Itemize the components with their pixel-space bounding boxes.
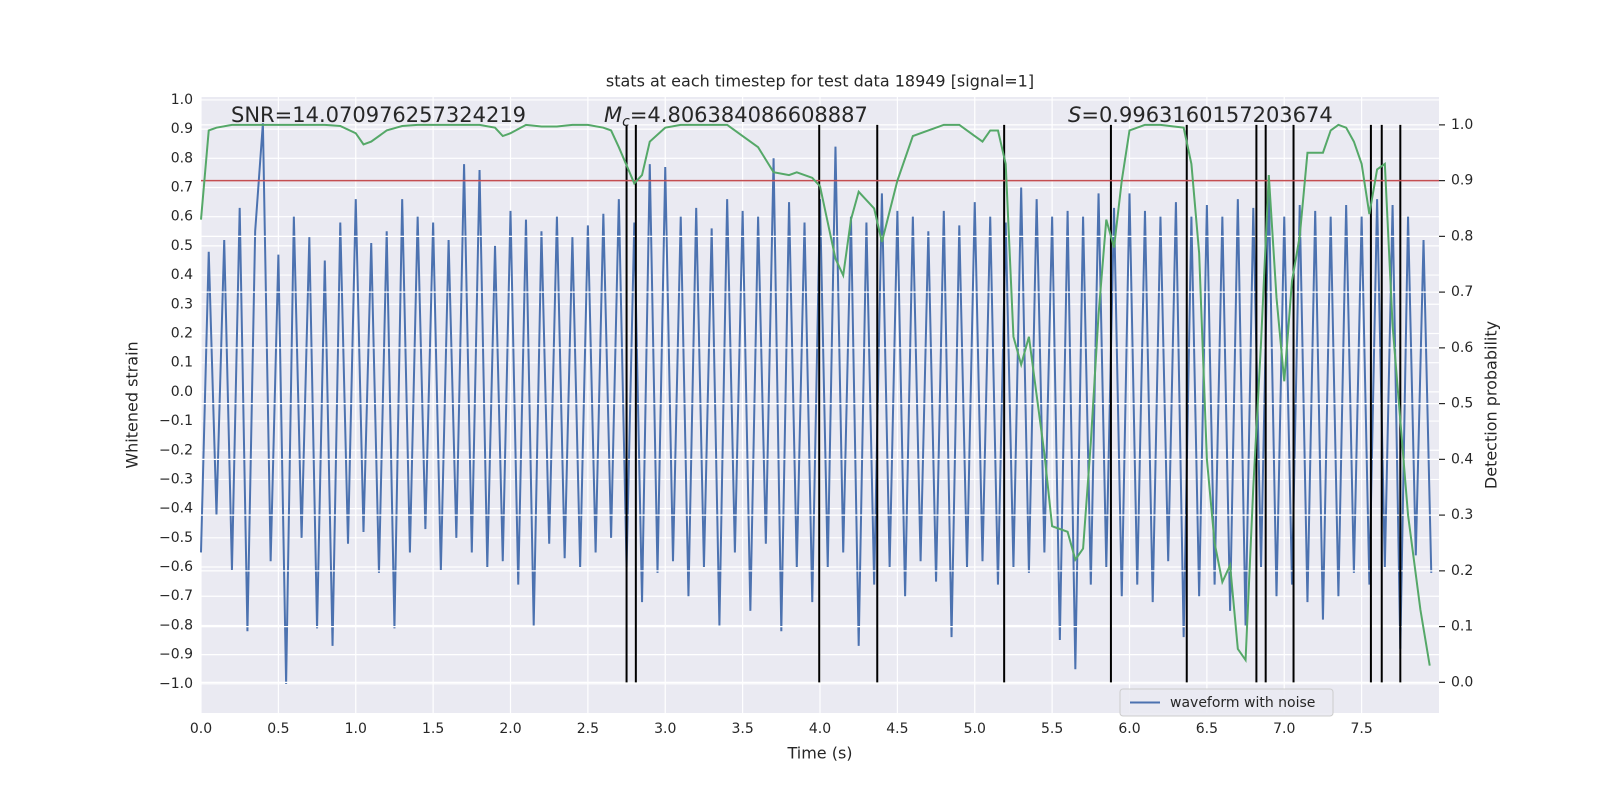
x-tick-label: 2.0 (499, 721, 521, 737)
y2-tick-label: 0.9 (1451, 173, 1473, 189)
y2-tick-label: 0.4 (1451, 451, 1473, 467)
x-tick-label: 6.5 (1196, 721, 1218, 737)
y2-tick-label: 0.2 (1451, 563, 1473, 579)
annotation: SNR=14.070976257324219 (231, 103, 526, 127)
y2-tick-label: 0.8 (1451, 228, 1473, 244)
y-tick-label: 0.5 (171, 238, 193, 254)
chart-title: stats at each timestep for test data 189… (606, 72, 1034, 91)
x-tick-label: 7.5 (1350, 721, 1372, 737)
y-tick-label: −0.2 (159, 442, 193, 458)
x-tick-label: 3.5 (731, 721, 753, 737)
y2-tick-label: 0.5 (1451, 396, 1473, 412)
x-tick-label: 2.5 (577, 721, 599, 737)
x-tick-label: 5.0 (964, 721, 986, 737)
x-tick-label: 4.0 (809, 721, 831, 737)
x-tick-label: 1.5 (422, 721, 444, 737)
x-tick-label: 1.0 (345, 721, 367, 737)
y-tick-label: −0.8 (159, 617, 193, 633)
y-tick-label: 0.1 (171, 355, 193, 371)
y-tick-label: −0.9 (159, 647, 193, 663)
y-tick-label: −1.0 (159, 676, 193, 692)
y2-tick-label: 0.7 (1451, 284, 1473, 300)
y-tick-label: 0.2 (171, 325, 193, 341)
x-tick-label: 0.0 (190, 721, 212, 737)
y-tick-label: 0.7 (171, 180, 193, 196)
x-tick-label: 5.5 (1041, 721, 1063, 737)
annotation-symbol: M (604, 103, 622, 127)
annotation-text: =4.806384086608887 (630, 103, 868, 127)
probability-line (200, 123, 1431, 666)
y-tick-label: −0.5 (159, 530, 193, 546)
annotation-text: SNR=14.070976257324219 (231, 103, 526, 127)
y-tick-label: 0.9 (171, 121, 193, 137)
y-tick-label: 0.6 (171, 209, 193, 225)
annotation-text: =0.9963160157203674 (1081, 103, 1332, 127)
y2-tick-label: 0.0 (1451, 674, 1473, 690)
annotation-symbol: S (1068, 103, 1081, 127)
legend-box (1119, 688, 1334, 717)
y2-tick-label: 0.3 (1451, 507, 1473, 523)
y-tick-label: −0.1 (159, 413, 193, 429)
y-tick-label: 0.0 (171, 384, 193, 400)
x-tick-label: 0.5 (267, 721, 289, 737)
annotation-subscript: c (622, 114, 630, 130)
y-tick-label: 1.0 (171, 92, 193, 108)
waveform-line (200, 123, 1433, 684)
annotation: Mc=4.806384086608887 (604, 103, 868, 130)
y2-tick-label: 1.0 (1451, 117, 1473, 133)
y-tick-label: 0.3 (171, 296, 193, 312)
x-tick-label: 6.0 (1118, 721, 1140, 737)
x-axis-label: Time (s) (786, 744, 852, 763)
x-tick-label: 3.0 (654, 721, 676, 737)
y-tick-label: 0.8 (171, 150, 193, 166)
y2-axis-label: Detection probability (1482, 321, 1501, 489)
y2-tick-label: 0.6 (1451, 340, 1473, 356)
y-tick-label: 0.4 (171, 267, 193, 283)
y-tick-label: −0.4 (159, 501, 193, 517)
x-tick-label: 4.5 (886, 721, 908, 737)
x-tick-label: 7.0 (1273, 721, 1295, 737)
y-axis-label: Whitened strain (123, 341, 142, 468)
legend-label: waveform with noise (1170, 695, 1315, 711)
y2-tick-label: 0.1 (1451, 619, 1473, 635)
y-tick-label: −0.7 (159, 588, 193, 604)
annotation: S=0.9963160157203674 (1068, 103, 1333, 127)
y-tick-label: −0.3 (159, 471, 193, 487)
y-tick-label: −0.6 (159, 559, 193, 575)
